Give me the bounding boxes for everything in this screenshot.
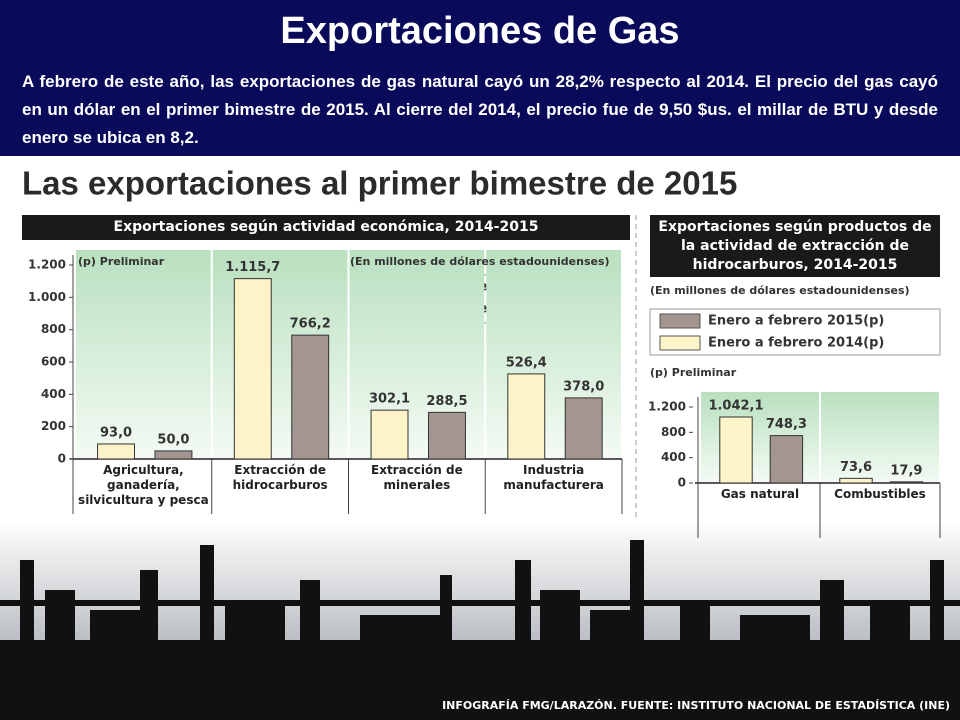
y-tick-label: 0 [678, 476, 686, 490]
data-label: 302,1 [369, 392, 410, 407]
data-label: 50,0 [157, 432, 189, 447]
data-label: 73,6 [840, 460, 872, 475]
infographic-title: Las exportaciones al primer bimestre de … [22, 165, 737, 202]
bar [889, 481, 924, 484]
y-tick-label: 1.200 [648, 400, 686, 414]
data-label: 1.115,7 [225, 260, 280, 275]
x-tick-label: Gas natural [720, 487, 800, 501]
x-tick-label: Agricultura, ganadería, silvicultura y p… [78, 463, 209, 507]
bar [154, 450, 193, 460]
legend-label: Enero a febrero 2014(p) [708, 336, 884, 351]
preliminary-note: (p) Preliminar [78, 255, 165, 268]
bar [370, 409, 409, 460]
slide-title: Exportaciones de Gas [280, 10, 679, 52]
x-tick-label: Extracción de hidrocarburos [232, 463, 328, 492]
bar [97, 443, 135, 460]
y-tick-label: 800 [661, 425, 686, 439]
x-tick-label: Industria manufacturera [503, 463, 604, 492]
y-tick-label: 400 [41, 387, 66, 401]
y-tick-label: 800 [41, 322, 66, 336]
preliminary-note: (p) Preliminar [650, 366, 737, 379]
legend-label: Enero a febrero 2015(p) [708, 314, 884, 329]
data-label: 766,2 [290, 317, 331, 332]
unit-note: (En millones de dólares estadounidenses) [350, 255, 610, 268]
source: INFOGRAFÍA FMG/LARAZÓN. FUENTE: INSTITUT… [442, 699, 950, 712]
legend-swatch [659, 335, 701, 351]
bar [291, 334, 330, 460]
y-tick-label: 200 [41, 419, 66, 433]
chart-header: Exportaciones según productos de la acti… [650, 215, 940, 277]
data-label: 526,4 [506, 355, 547, 370]
legend-swatch [659, 313, 701, 329]
x-tick-label: Extracción de minerales [371, 463, 463, 492]
y-tick-label: 1.000 [28, 290, 66, 304]
refinery-silhouette [0, 540, 960, 720]
header-band [0, 0, 960, 156]
y-tick-label: 0 [58, 452, 66, 466]
x-tick-label: Combustibles [834, 487, 926, 501]
bar [769, 435, 804, 484]
bar [427, 411, 466, 460]
data-label: 1.042,1 [708, 399, 763, 414]
bar [233, 278, 272, 460]
bar [839, 477, 873, 484]
data-label: 378,0 [563, 379, 604, 394]
data-label: 748,3 [766, 417, 807, 432]
bar [507, 373, 546, 460]
category-background [821, 392, 939, 483]
category-background [76, 250, 211, 459]
data-label: 93,0 [100, 425, 132, 440]
bar [564, 397, 603, 460]
unit-note: (En millones de dólares estadounidenses) [650, 284, 910, 297]
y-tick-label: 600 [41, 355, 66, 369]
data-label: 288,5 [426, 394, 467, 409]
y-tick-label: 400 [661, 450, 686, 464]
y-tick-label: 1.200 [28, 258, 66, 272]
chart-header: Exportaciones según actividad económica,… [22, 215, 630, 240]
bar [719, 416, 753, 484]
data-label: 17,9 [890, 463, 922, 478]
slide-text: A febrero de este año, las exportaciones… [22, 72, 938, 147]
